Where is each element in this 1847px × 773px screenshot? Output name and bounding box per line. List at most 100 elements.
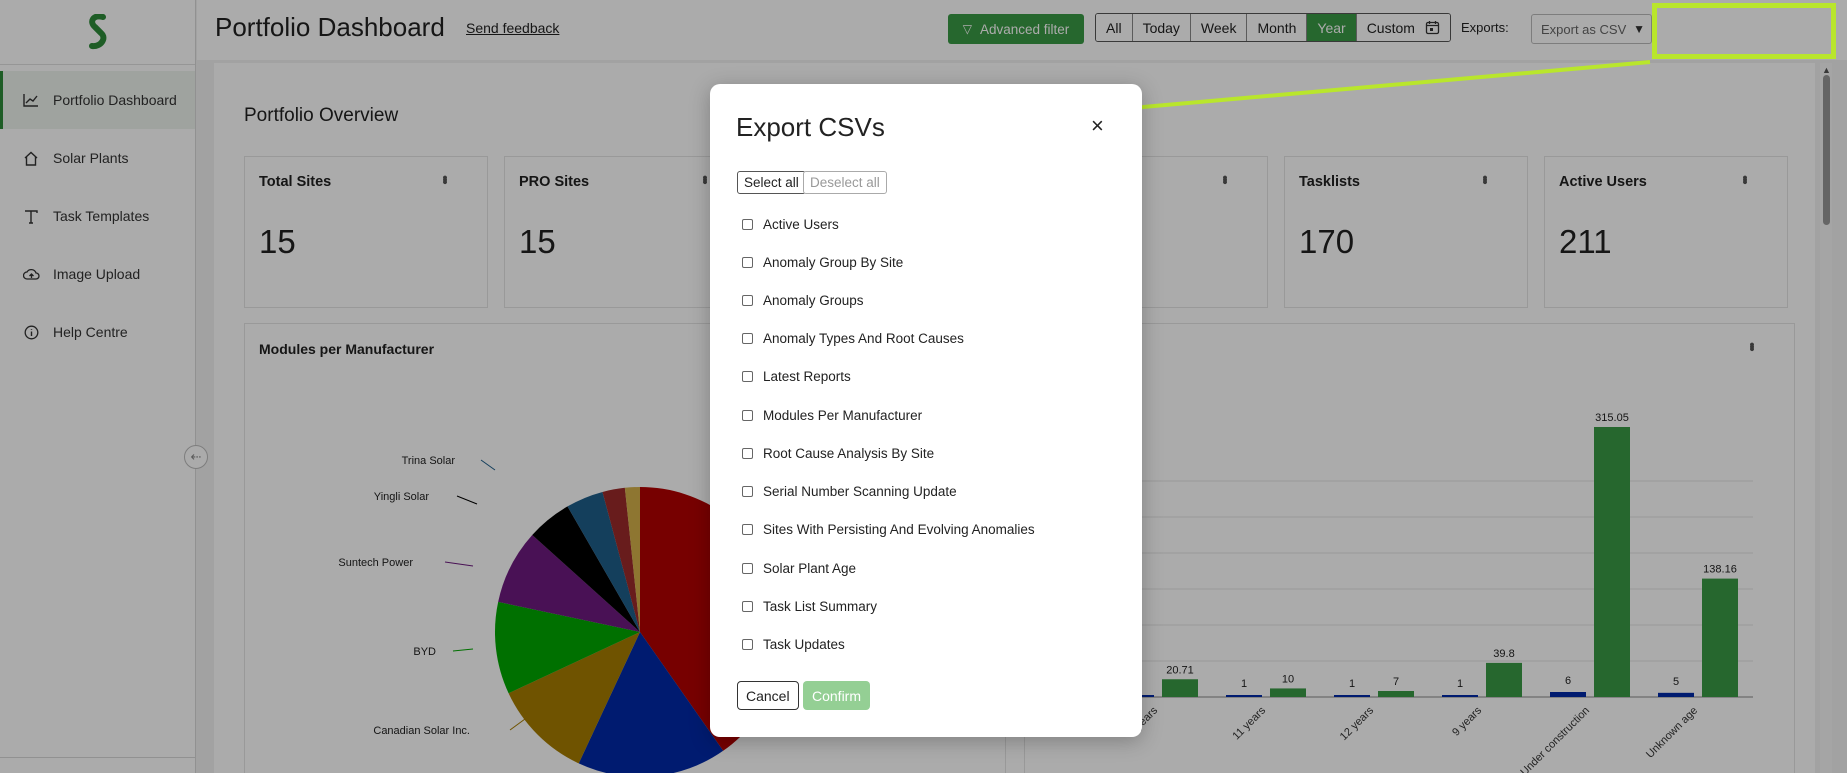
pie-slice[interactable] (532, 506, 640, 632)
pie-label-leader (480, 459, 496, 471)
kebab-menu-icon[interactable]: ••• (436, 175, 453, 182)
export-option[interactable]: Modules Per Manufacturer (742, 405, 922, 425)
range-week-button[interactable]: Week (1190, 14, 1248, 41)
cloud-upload-icon (22, 265, 40, 283)
bar-value-label: 315.05 (1595, 412, 1629, 424)
checkbox[interactable] (742, 523, 753, 535)
option-label: Modules Per Manufacturer (763, 407, 923, 423)
kebab-menu-icon[interactable]: ••• (696, 175, 713, 182)
checkbox[interactable] (742, 600, 753, 612)
checkbox[interactable] (742, 218, 753, 230)
dialog-title: Export CSVs (736, 112, 885, 142)
bar-green[interactable] (1378, 691, 1414, 697)
export-option[interactable]: Anomaly Groups (742, 290, 864, 310)
pie-labels: Trina Solar Yingli Solar Suntech Power BYD C… (338, 455, 526, 737)
export-option[interactable]: Latest Reports (742, 366, 851, 386)
bar-blue[interactable] (1226, 695, 1262, 697)
bar-green[interactable] (1162, 679, 1198, 697)
cancel-button[interactable]: Cancel (737, 681, 799, 710)
deselect-all-button[interactable]: Deselect all (803, 171, 887, 194)
advanced-filter-button[interactable]: ▽ Advanced filter (948, 14, 1084, 44)
export-option[interactable]: Active Users (742, 214, 839, 234)
checkbox[interactable] (742, 409, 753, 421)
scroll-up-icon[interactable]: ▲ (1822, 65, 1831, 75)
sidebar-item-image-upload[interactable]: Image Upload (0, 245, 195, 303)
export-option[interactable]: Anomaly Group By Site (742, 252, 903, 272)
bar-blue[interactable] (1550, 692, 1586, 697)
checkbox[interactable] (742, 447, 753, 459)
export-option[interactable]: Root Cause Analysis By Site (742, 443, 934, 463)
range-year-button[interactable]: Year (1307, 14, 1357, 41)
export-option[interactable]: Sites With Persisting And Evolving Anoma… (742, 519, 1035, 539)
pie-slice[interactable] (567, 491, 641, 632)
range-all-button[interactable]: All (1096, 14, 1133, 41)
kebab-menu-icon[interactable]: ••• (1736, 175, 1753, 182)
export-option[interactable]: Serial Number Scanning Update (742, 481, 957, 501)
bar-green[interactable] (1594, 427, 1630, 697)
stat-card-value: 170 (1299, 223, 1355, 260)
sidebar-item-help-centre[interactable]: Help Centre (0, 303, 195, 361)
plant-age-panel: ••• 20.71 years 10 1 11 years 7 1 12 years 39.8 1… (1024, 323, 1795, 773)
pie-label: Canadian Solar Inc. (373, 725, 470, 737)
checkbox[interactable] (742, 485, 753, 497)
send-feedback-link[interactable]: Send feedback (466, 20, 560, 36)
pie-slice[interactable] (495, 601, 640, 694)
bar-blue[interactable] (1658, 692, 1694, 697)
pie-slice[interactable] (498, 534, 640, 632)
range-today-button[interactable]: Today (1132, 14, 1191, 41)
checkbox[interactable] (742, 370, 753, 382)
range-custom-button[interactable]: Custom (1356, 14, 1450, 41)
export-option[interactable]: Anomaly Types And Root Causes (742, 328, 964, 348)
sidebar-item-portfolio-dashboard[interactable]: Portfolio Dashboard (0, 71, 195, 129)
close-icon[interactable]: × (1091, 113, 1104, 138)
export-option[interactable]: Solar Plant Age (742, 558, 856, 578)
checkbox[interactable] (742, 638, 753, 650)
bar-blue[interactable] (1442, 695, 1478, 697)
stat-card-tasklists: Tasklists 170 ••• (1284, 156, 1528, 308)
bar-value-label: 39.8 (1493, 648, 1514, 660)
stat-card-title: PRO Sites (519, 174, 590, 190)
exports-select-value: Export as CSV (1541, 21, 1627, 37)
pie-label: BYD (413, 646, 436, 658)
exports-label: Exports: (1461, 20, 1509, 35)
sidebar-item-solar-plants[interactable]: Solar Plants (0, 129, 195, 187)
bar-green[interactable] (1486, 662, 1522, 697)
collapse-sidebar-button[interactable]: ⇠ (184, 445, 208, 469)
confirm-button[interactable]: Confirm (803, 681, 871, 710)
range-month-button[interactable]: Month (1247, 14, 1308, 41)
sidebar-footer (0, 757, 196, 773)
export-option[interactable]: Task Updates (742, 634, 845, 654)
checkbox[interactable] (742, 294, 753, 306)
stat-card-value: 15 (519, 223, 556, 260)
page-scrollbar[interactable]: ▲ (1820, 63, 1832, 773)
pie-slice[interactable] (602, 487, 640, 632)
checkbox[interactable] (742, 332, 753, 344)
bar-green[interactable] (1702, 578, 1738, 697)
kebab-menu-icon[interactable]: ••• (1216, 175, 1233, 182)
sidebar-item-label: Task Templates (53, 208, 150, 224)
checkbox[interactable] (742, 256, 753, 268)
export-option[interactable]: Task List Summary (742, 596, 877, 616)
bar-value-label: 10 (1282, 673, 1294, 685)
pie-slice[interactable] (508, 632, 640, 764)
template-icon (22, 207, 40, 225)
sidebar-item-label: Solar Plants (53, 150, 129, 166)
arrow-left-icon: ⇠ (190, 449, 202, 464)
bar-blue[interactable] (1334, 695, 1370, 697)
filter-icon: ▽ (962, 22, 972, 36)
pie-label-leader (452, 648, 474, 652)
kebab-menu-icon[interactable]: ••• (1476, 175, 1493, 182)
option-label: Root Cause Analysis By Site (763, 445, 935, 461)
option-label: Latest Reports (763, 368, 851, 384)
pie-slice[interactable] (578, 632, 724, 773)
kebab-menu-icon[interactable]: ••• (1743, 342, 1760, 349)
scrollbar-thumb[interactable] (1823, 75, 1830, 225)
sidebar-item-task-templates[interactable]: Task Templates (0, 187, 195, 245)
select-all-button[interactable]: Select all (737, 171, 806, 194)
logo[interactable] (0, 0, 195, 65)
bar-green[interactable] (1270, 688, 1306, 697)
pie-slice[interactable] (624, 487, 640, 632)
checkbox[interactable] (742, 562, 753, 574)
bar-value-label: 5 (1673, 676, 1679, 688)
exports-select[interactable]: Export as CSV ▼ (1531, 14, 1652, 44)
